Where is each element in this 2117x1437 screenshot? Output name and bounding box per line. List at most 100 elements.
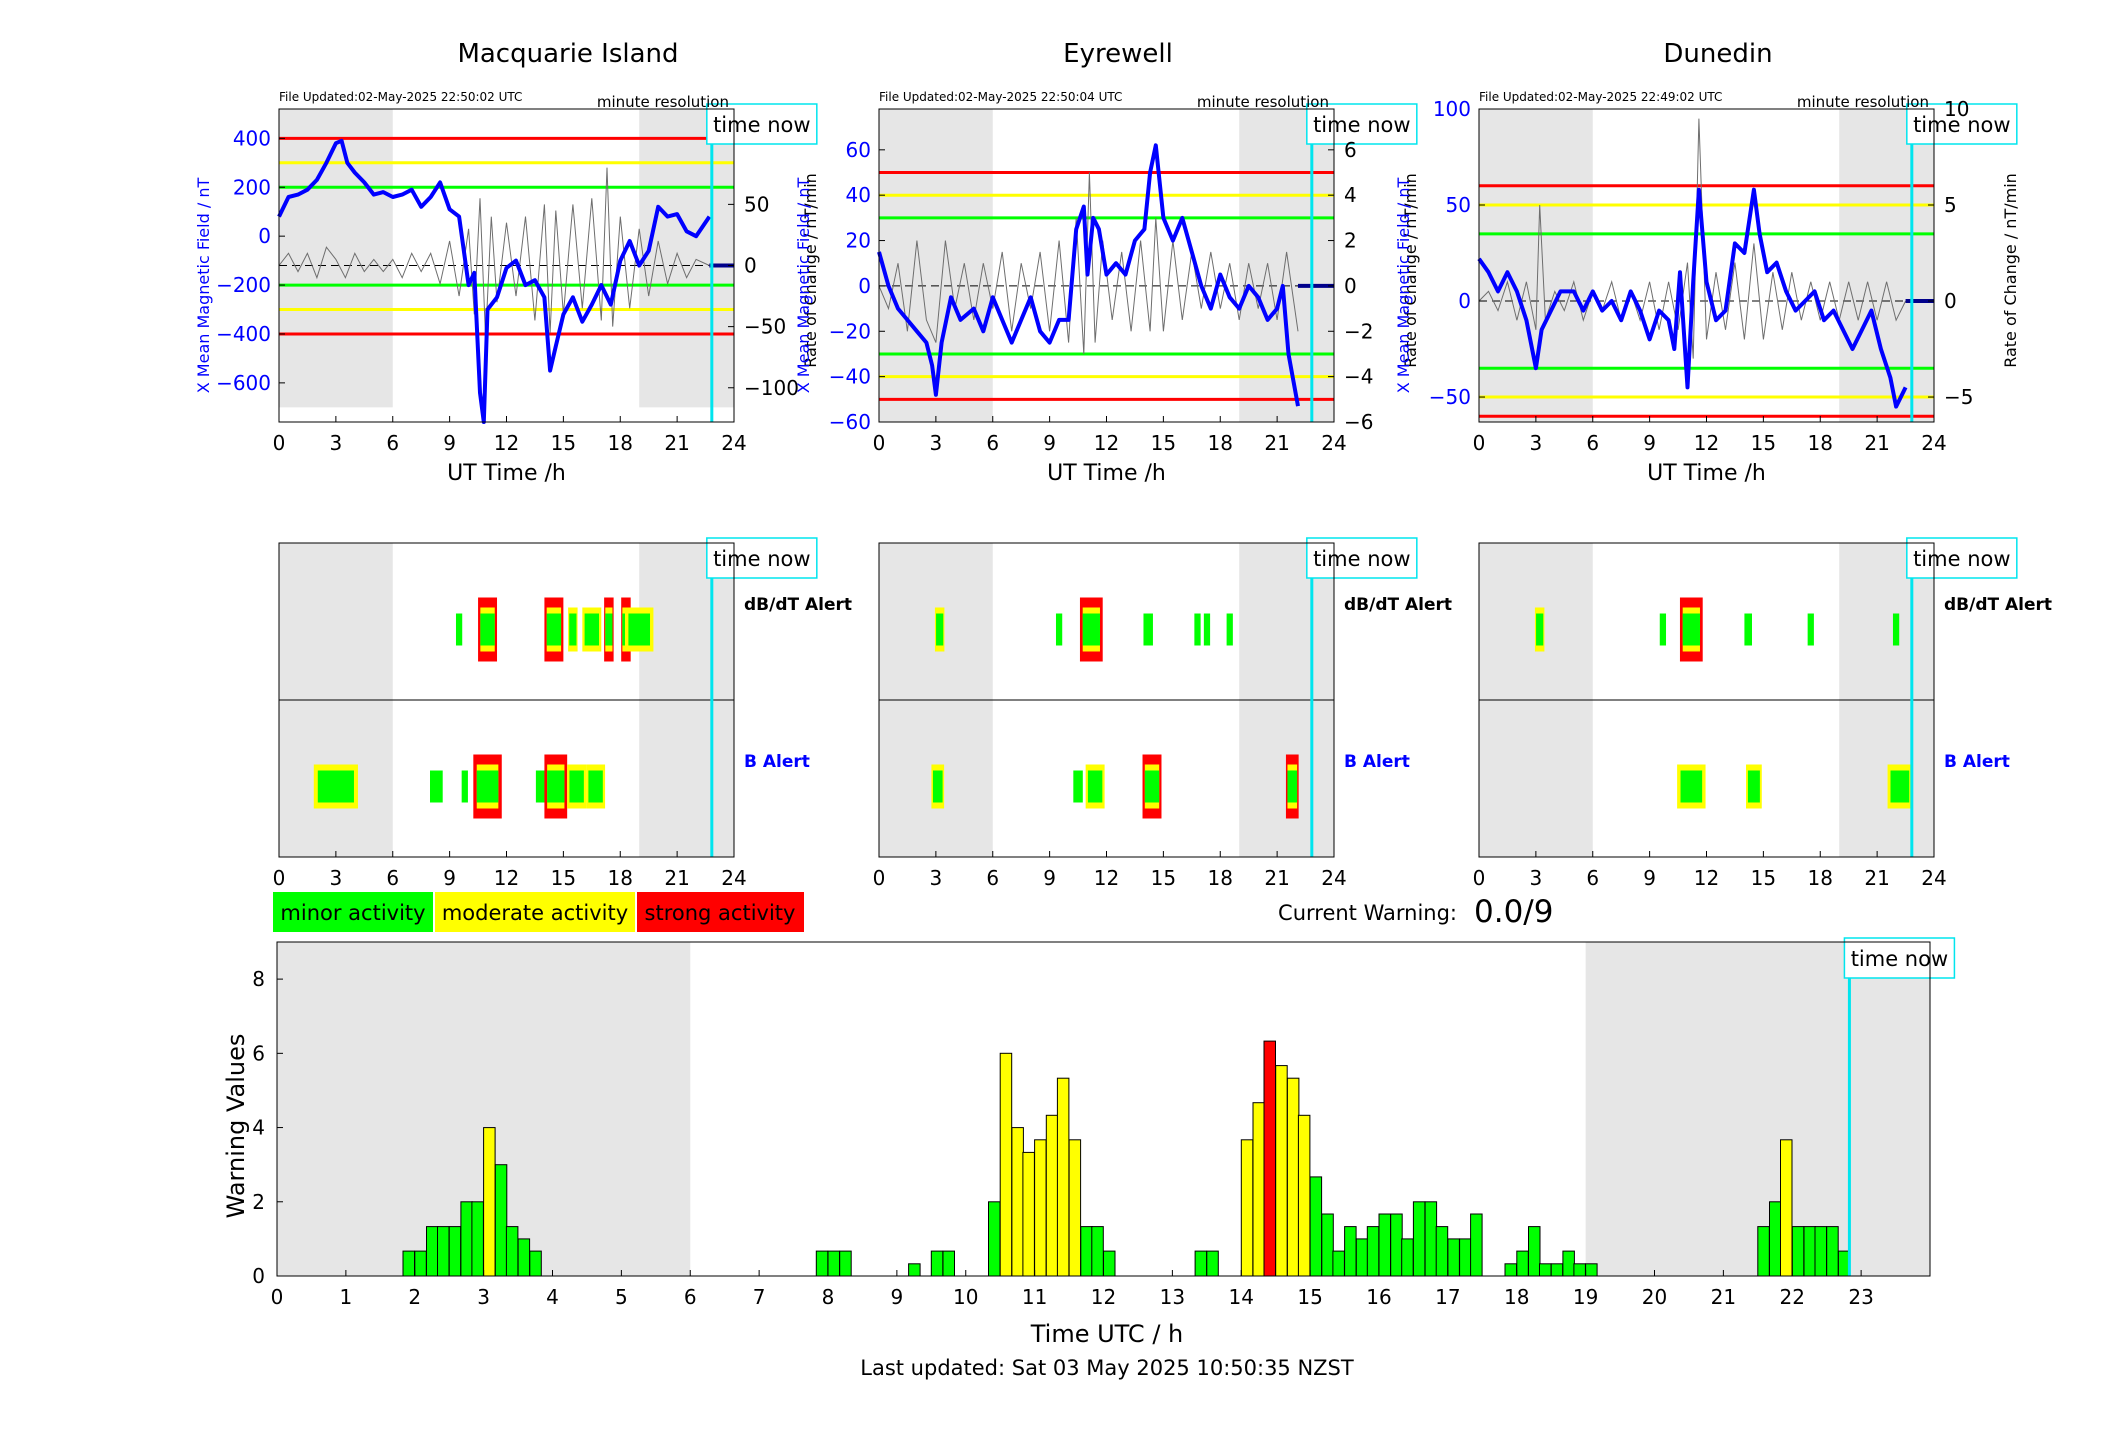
x-tick-label-dunedin: 18 [1808,431,1833,455]
warning-bar [1528,1226,1541,1277]
last-updated: Last updated: Sat 03 May 2025 10:50:35 N… [860,1356,1354,1380]
warning-bar [471,1201,484,1277]
alert-x-tick-label-macquarie-island: 0 [273,866,286,890]
dbdt-alert-mark-eyrewell [1203,613,1211,646]
minute-resolution-macquarie-island: minute resolution [597,93,729,111]
legend-label-moderate: moderate activity [442,901,628,925]
warning-bar [1103,1250,1116,1277]
alert-x-tick-label-macquarie-island: 6 [386,866,399,890]
warning-bar [1355,1238,1369,1277]
b-alert-mark-eyrewell [932,770,943,803]
warning-bar [827,1250,840,1277]
current-warning-label: Current Warning: [1278,901,1457,925]
warning-x-tick-label: 9 [891,1285,904,1309]
warning-bar [988,1201,1001,1277]
night-shade-eyrewell-early [879,109,993,422]
dbdt-alert-mark-eyrewell [1082,613,1100,646]
warning-bar [1814,1226,1827,1277]
x-tick-label-dunedin: 12 [1694,431,1719,455]
dbdt-alert-mark-dunedin [1807,613,1814,646]
warning-bar [1539,1263,1552,1277]
warning-bar [1550,1263,1564,1277]
warning-x-tick-label: 14 [1229,1285,1254,1309]
alert-x-tick-label-eyrewell: 18 [1208,866,1233,890]
time-now-eyrewell-label: time now [1313,113,1410,137]
time-now-dunedin-box [1906,103,2018,145]
time-now-macquarie-island-label: time now [713,113,810,137]
warning-bar [930,1250,944,1277]
warning-bar [1011,1127,1024,1277]
alert-time-now-macquarie-island-label: time now [713,547,810,571]
left-tick-label-macquarie-island: −200 [216,273,271,297]
dbdt-alert-mark-macquarie-island [546,613,562,646]
warning-bar [1378,1213,1391,1277]
b-alert-mark-eyrewell [1087,770,1103,803]
left-tick-label-eyrewell: 60 [846,138,871,162]
right-tick-label-macquarie-island: 0 [744,254,757,278]
x-tick-label-macquarie-island: 21 [664,431,689,455]
warning-xlabel: Time UTC / h [1030,1320,1184,1348]
b-alert-mark-dunedin [1890,770,1910,803]
warning-bar [1321,1213,1334,1277]
alert-x-tick-label-eyrewell: 15 [1151,866,1176,890]
x-tick-label-macquarie-island: 24 [721,431,746,455]
left-tick-label-macquarie-island: −600 [216,371,271,395]
b-alert-mark-macquarie-island [461,770,468,803]
warning-bar [1263,1040,1276,1277]
warning-bar [1366,1226,1380,1277]
warning-bar [1390,1213,1403,1277]
x-tick-label-dunedin: 6 [1586,431,1599,455]
warning-time-now-box [1843,937,1956,979]
warning-bar [942,1250,955,1277]
minute-resolution-dunedin: minute resolution [1797,93,1929,111]
alert-x-tick-label-eyrewell: 21 [1264,866,1289,890]
warning-bar [1240,1139,1254,1277]
file-updated-macquarie: File Updated:02-May-2025 22:50:02 UTC [279,90,522,104]
alert-x-tick-label-macquarie-island: 18 [608,866,633,890]
warning-x-tick-label: 12 [1091,1285,1116,1309]
right-tick-label-eyrewell: −2 [1344,319,1373,343]
b-alert-mark-macquarie-island [547,770,565,803]
warning-y-tick-label: 2 [252,1190,265,1214]
alert-x-tick-label-dunedin: 24 [1921,866,1946,890]
b-alert-mark-dunedin [1747,770,1760,803]
right-tick-label-macquarie-island: −50 [744,315,786,339]
x-tick-label-macquarie-island: 12 [494,431,519,455]
warning-bar [1757,1226,1770,1277]
left-tick-label-eyrewell: −60 [829,410,871,434]
dbdt-alert-mark-dunedin [1744,613,1752,646]
x-tick-label-eyrewell: 3 [930,431,943,455]
x-mean-field-line-macquarie-island [277,138,712,424]
dbdt-alert-mark-macquarie-island [455,613,463,646]
warning-bar [1332,1250,1345,1277]
warning-bar [1585,1263,1598,1277]
left-tick-label-macquarie-island: 0 [258,224,271,248]
dbdt-alert-mark-eyrewell [936,613,944,646]
right-tick-label-macquarie-island: −100 [744,376,799,400]
warning-night-shade-1 [1585,942,1930,1276]
x-tick-label-macquarie-island: 18 [608,431,633,455]
legend-swatch-moderate [435,892,635,932]
warning-bar [1034,1139,1047,1277]
time-now-macquarie-island-box [706,103,818,145]
b-alert-mark-eyrewell [1073,770,1083,803]
warning-y-tick-label: 0 [252,1264,265,1288]
right-tick-label-eyrewell: −6 [1344,410,1373,434]
right-tick-label-dunedin: 10 [1944,97,1969,121]
warning-bar [402,1250,415,1277]
warning-bar [1459,1238,1472,1277]
warning-bar [529,1250,542,1277]
warning-x-tick-label: 7 [753,1285,766,1309]
b-alert-label-macquarie-island: B Alert [744,752,810,772]
b-alert-mark-macquarie-island [317,770,354,803]
dbdt-alert-mark-macquarie-island [584,613,600,646]
right-tick-label-dunedin: −5 [1944,385,1973,409]
dbdt-alert-mark-macquarie-island [605,613,613,646]
warning-bar [483,1127,496,1277]
dbdt-alert-mark-eyrewell [1055,613,1063,646]
station-title-dunedin: Dunedin [1663,39,1772,69]
warning-x-tick-label: 17 [1435,1285,1460,1309]
alert-x-tick-label-macquarie-island: 21 [664,866,689,890]
warning-bar [1826,1226,1839,1277]
